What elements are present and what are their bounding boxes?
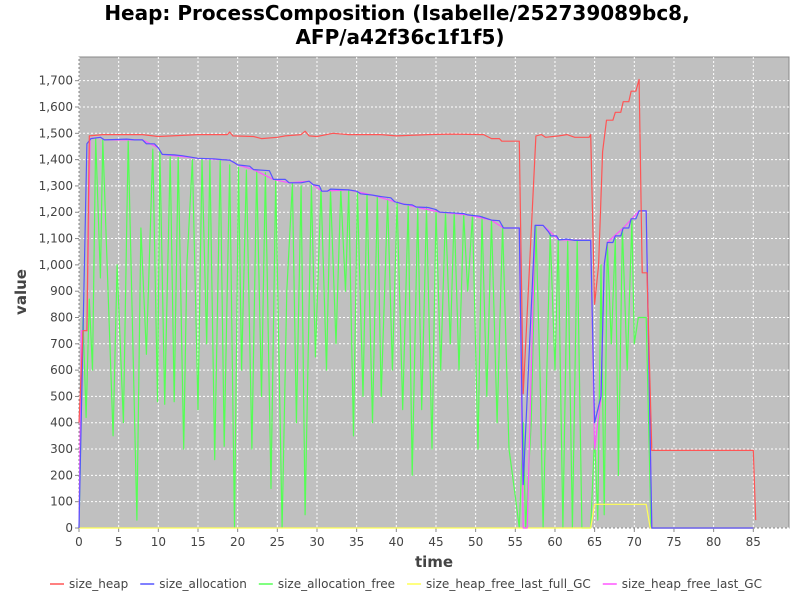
series-line-size-heap bbox=[78, 78, 757, 521]
series-line-size-allocation-free bbox=[78, 138, 754, 529]
legend-item-size-allocation-free: size_allocation_free bbox=[278, 577, 395, 591]
y-tick-label: 500 bbox=[50, 389, 73, 403]
y-tick-label: 1,100 bbox=[39, 232, 73, 246]
y-tick-label: 300 bbox=[50, 442, 73, 456]
y-tick-label: 600 bbox=[50, 363, 73, 377]
y-tick-label: 800 bbox=[50, 310, 73, 324]
y-tick-label: 900 bbox=[50, 284, 73, 298]
y-tick-label: 1,700 bbox=[39, 74, 73, 88]
y-tick-label: 0 bbox=[65, 521, 73, 535]
y-tick-label: 1,200 bbox=[39, 205, 73, 219]
y-tick-label: 1,400 bbox=[39, 153, 73, 167]
x-tick-label: 75 bbox=[666, 535, 681, 549]
x-tick-label: 45 bbox=[428, 535, 443, 549]
x-tick-label: 65 bbox=[587, 535, 602, 549]
x-tick-label: 60 bbox=[547, 535, 562, 549]
y-tick-label: 700 bbox=[50, 337, 73, 351]
y-tick-label: 1,000 bbox=[39, 258, 73, 272]
y-tick-label: 400 bbox=[50, 416, 73, 430]
legend: size_heap size_allocation size_allocation_… bbox=[50, 577, 762, 591]
y-tick-label: 200 bbox=[50, 468, 73, 482]
y-tick-label: 1,500 bbox=[39, 126, 73, 140]
x-axis-ticks: 0 5 10 15 20 25 30 35 40 45 50 55 60 65 70 75 80 85 bbox=[75, 528, 761, 549]
chart-title-line2: AFP/a42f36c1f1f5) bbox=[295, 25, 504, 49]
y-tick-label: 100 bbox=[50, 495, 73, 509]
x-tick-label: 80 bbox=[706, 535, 721, 549]
y-axis-ticks: 0 100 200 300 400 500 600 700 800 900 1,000 1,100 1,… bbox=[39, 74, 79, 535]
legend-item-size-heap: size_heap bbox=[69, 577, 128, 591]
y-axis-label: value bbox=[12, 269, 30, 315]
x-tick-label: 5 bbox=[115, 535, 123, 549]
x-tick-label: 35 bbox=[349, 535, 364, 549]
legend-item-size-heap-free-last-full-GC: size_heap_free_last_full_GC bbox=[426, 577, 591, 591]
y-tick-label: 1,600 bbox=[39, 100, 73, 114]
x-tick-label: 70 bbox=[627, 535, 642, 549]
x-tick-label: 0 bbox=[75, 535, 83, 549]
x-tick-label: 85 bbox=[746, 535, 761, 549]
x-tick-label: 50 bbox=[468, 535, 483, 549]
x-tick-label: 10 bbox=[151, 535, 166, 549]
legend-item-size-allocation: size_allocation bbox=[159, 577, 247, 591]
series-lines bbox=[78, 78, 757, 529]
x-axis-label: time bbox=[415, 553, 453, 571]
chart-title-line1: Heap: ProcessComposition (Isabelle/25273… bbox=[104, 1, 689, 25]
x-tick-label: 30 bbox=[309, 535, 324, 549]
series-line-size-allocation bbox=[78, 136, 754, 529]
x-tick-label: 15 bbox=[190, 535, 205, 549]
x-tick-label: 40 bbox=[389, 535, 404, 549]
x-tick-label: 20 bbox=[230, 535, 245, 549]
plot-area bbox=[78, 56, 790, 529]
x-tick-label: 25 bbox=[270, 535, 285, 549]
y-tick-label: 1,300 bbox=[39, 179, 73, 193]
x-tick-label: 55 bbox=[508, 535, 523, 549]
legend-item-size-heap-free-last-GC: size_heap_free_last_GC bbox=[622, 577, 762, 591]
